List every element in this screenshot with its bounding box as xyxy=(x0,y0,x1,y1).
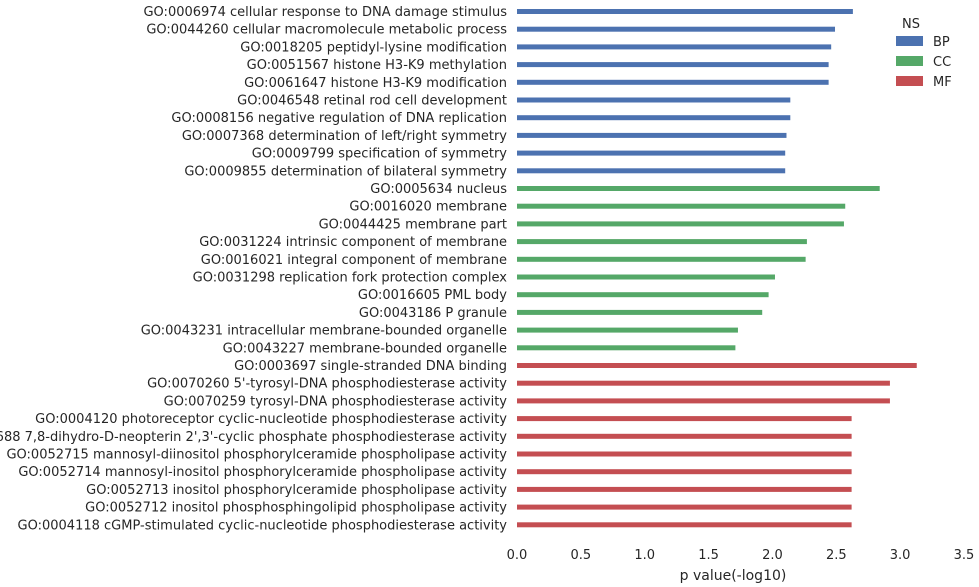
category-label: GO:0016020 membrane xyxy=(349,200,507,215)
category-label: GO:0044425 membrane part xyxy=(319,217,507,232)
category-label: GO:0046548 retinal rod cell development xyxy=(237,94,507,109)
bar-bp xyxy=(517,62,829,68)
bar-bp xyxy=(517,9,853,14)
bar-bp xyxy=(517,26,836,32)
category-label: GO:0006974 cellular response to DNA dama… xyxy=(143,5,507,20)
category-label: GO:0070259 tyrosyl-DNA phosphodiesterase… xyxy=(164,394,508,409)
category-label: GO:0009855 determination of bilateral sy… xyxy=(184,164,507,179)
category-label: GO:0005634 nucleus xyxy=(370,182,507,197)
bar-mf xyxy=(517,486,852,492)
x-tick-label: 3.5 xyxy=(954,548,975,563)
category-label: GO:0016605 PML body xyxy=(358,288,507,303)
bar-mf xyxy=(517,469,852,475)
bar-mf xyxy=(517,451,852,457)
bar-cc xyxy=(517,327,738,333)
x-axis-title: p value(-log10) xyxy=(680,568,787,584)
category-label: GO:0009799 specification of symmetry xyxy=(252,147,508,162)
bar-mf xyxy=(517,363,917,368)
category-label: GO:0052713 inositol phosphorylceramide p… xyxy=(86,483,507,498)
bar-bp xyxy=(517,132,787,138)
category-label: GO:0052712 inositol phosphosphingolipid … xyxy=(85,501,507,516)
bar-cc xyxy=(517,186,880,191)
bar-bp xyxy=(517,168,786,174)
x-axis: 0.0 0.5 1.0 1.5 2.0 2.5 3.0 3.5 xyxy=(507,548,975,563)
x-tick-label: 0.0 xyxy=(507,548,528,563)
category-label: GO:0018205 peptidyl-lysine modification xyxy=(240,40,507,55)
category-label: GO:0061647 histone H3-K9 modification xyxy=(244,76,507,91)
bar-cc xyxy=(517,345,736,351)
category-label: GO:0044688 7,8-dihydro-D-neopterin 2',3'… xyxy=(0,430,507,445)
bar-mf xyxy=(517,398,890,404)
bar-cc xyxy=(517,203,846,209)
bar-cc xyxy=(517,221,844,227)
bar-bp xyxy=(517,44,832,50)
x-tick-label: 3.0 xyxy=(890,548,911,563)
bar-mf xyxy=(517,380,890,386)
category-label: GO:0043227 membrane-bounded organelle xyxy=(223,341,507,356)
legend-swatch-cc xyxy=(896,56,923,66)
category-label: GO:0007368 determination of left/right s… xyxy=(182,129,507,144)
bar-mf xyxy=(517,416,852,422)
x-tick-label: 1.5 xyxy=(698,548,719,563)
category-label: GO:0004120 photoreceptor cyclic-nucleoti… xyxy=(35,412,507,427)
legend-items: BP CC MF xyxy=(896,35,952,90)
category-label: GO:0003697 single-stranded DNA binding xyxy=(234,359,507,374)
category-label: GO:0070260 5'-tyrosyl-DNA phosphodiester… xyxy=(147,377,507,392)
legend-label-mf: MF xyxy=(933,75,952,90)
category-label: GO:0051567 histone H3-K9 methylation xyxy=(247,58,507,73)
legend-title: NS xyxy=(902,17,920,32)
bar-cc xyxy=(517,309,763,315)
bar-bp xyxy=(517,97,791,103)
legend: NS BP CC MF xyxy=(896,17,952,90)
bars-layer xyxy=(517,9,917,528)
bar-cc xyxy=(517,256,806,262)
x-tick-label: 1.0 xyxy=(634,548,655,563)
category-label: GO:0004118 cGMP-stimulated cyclic-nucleo… xyxy=(18,518,508,533)
legend-swatch-mf xyxy=(896,76,923,86)
x-tick-label: 2.5 xyxy=(826,548,847,563)
bar-bp xyxy=(517,150,786,156)
bar-cc xyxy=(517,274,775,280)
bar-cc xyxy=(517,292,769,298)
legend-swatch-bp xyxy=(896,36,923,46)
category-label: GO:0044260 cellular macromolecule metabo… xyxy=(146,23,507,38)
category-label: GO:0052715 mannosyl-diinositol phosphory… xyxy=(6,448,507,463)
x-tick-label: 2.0 xyxy=(762,548,783,563)
category-label: GO:0031298 replication fork protection c… xyxy=(193,271,508,286)
bar-mf xyxy=(517,504,852,510)
category-label: GO:0031224 intrinsic component of membra… xyxy=(199,235,507,250)
bar-mf xyxy=(517,522,852,528)
category-label: GO:0016021 integral component of membran… xyxy=(201,253,507,268)
category-label: GO:0043186 P granule xyxy=(359,306,507,321)
x-tick-label: 0.5 xyxy=(571,548,592,563)
bar-cc xyxy=(517,239,807,245)
bar-mf xyxy=(517,433,852,439)
bar-bp xyxy=(517,115,791,121)
category-label: GO:0008156 negative regulation of DNA re… xyxy=(171,111,507,126)
legend-label-cc: CC xyxy=(933,55,951,70)
category-labels: GO:0006974 cellular response to DNA dama… xyxy=(0,5,507,533)
bar-bp xyxy=(517,79,829,85)
category-label: GO:0043231 intracellular membrane-bounde… xyxy=(141,324,507,339)
category-label: GO:0052714 mannosyl-inositol phosphorylc… xyxy=(18,465,507,480)
legend-label-bp: BP xyxy=(933,35,950,50)
